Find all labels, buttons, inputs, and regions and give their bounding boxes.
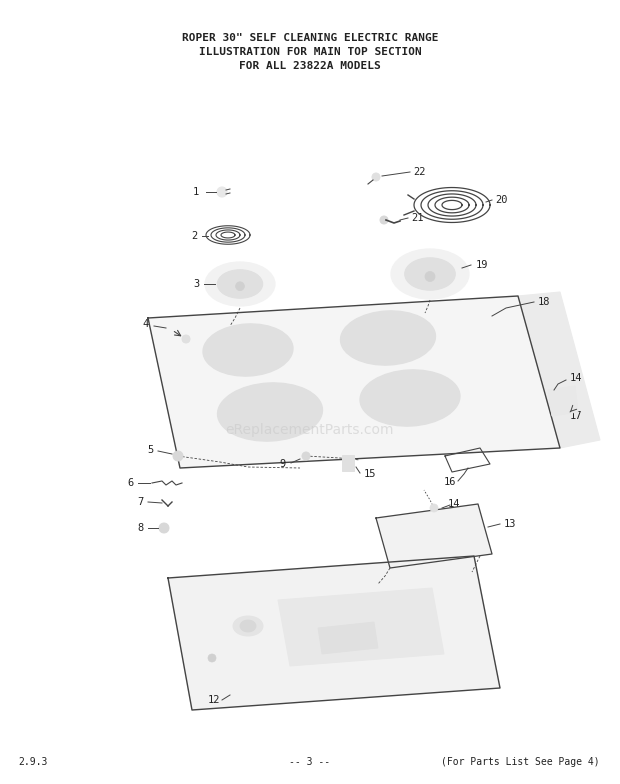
Text: 18: 18 [538,297,551,307]
Text: 19: 19 [476,260,489,270]
Text: 3: 3 [193,279,199,289]
Text: 12: 12 [208,695,220,705]
Bar [342,455,354,471]
Polygon shape [518,292,600,448]
Text: (For Parts List See Page 4): (For Parts List See Page 4) [441,757,600,767]
Text: 6: 6 [127,478,133,488]
Text: ROPER 30" SELF CLEANING ELECTRIC RANGE: ROPER 30" SELF CLEANING ELECTRIC RANGE [182,33,438,43]
Polygon shape [148,296,560,468]
Circle shape [208,654,216,662]
Ellipse shape [360,370,460,426]
Text: 1: 1 [193,187,199,197]
Text: 16: 16 [444,477,456,487]
Circle shape [217,187,227,197]
Ellipse shape [233,616,263,636]
Text: 2: 2 [191,231,197,241]
Text: 21: 21 [412,213,424,223]
Ellipse shape [391,249,469,299]
Text: FOR ALL 23822A MODELS: FOR ALL 23822A MODELS [239,61,381,71]
Text: eReplacementParts.com: eReplacementParts.com [226,423,394,437]
Ellipse shape [340,311,435,365]
Text: ILLUSTRATION FOR MAIN TOP SECTION: ILLUSTRATION FOR MAIN TOP SECTION [198,47,422,57]
Text: 9: 9 [279,459,285,469]
Text: 7: 7 [137,497,143,507]
Text: 13: 13 [503,519,516,529]
Text: 20: 20 [496,195,508,205]
Ellipse shape [240,620,256,632]
Text: 14: 14 [448,499,460,509]
Text: 17: 17 [570,411,582,421]
Text: 4: 4 [143,319,149,329]
Circle shape [173,451,183,461]
Text: 8: 8 [137,523,143,533]
Polygon shape [548,386,578,416]
Circle shape [380,216,388,224]
Text: -- 3 --: -- 3 -- [290,757,330,767]
Polygon shape [318,622,378,654]
Text: 2.9.3: 2.9.3 [18,757,47,767]
Ellipse shape [203,324,293,376]
Circle shape [302,452,310,460]
Circle shape [236,281,244,291]
Circle shape [425,271,435,281]
Circle shape [182,335,190,343]
Text: 22: 22 [414,167,427,177]
Text: 5: 5 [147,445,153,455]
Circle shape [372,173,380,181]
Text: 15: 15 [364,469,376,479]
Polygon shape [168,556,500,710]
Text: 14: 14 [570,373,582,383]
Ellipse shape [218,383,322,441]
Ellipse shape [405,258,455,290]
Circle shape [159,523,169,533]
Ellipse shape [217,270,263,298]
Circle shape [430,504,438,512]
Polygon shape [278,588,444,666]
Ellipse shape [205,262,275,306]
Polygon shape [376,504,492,568]
